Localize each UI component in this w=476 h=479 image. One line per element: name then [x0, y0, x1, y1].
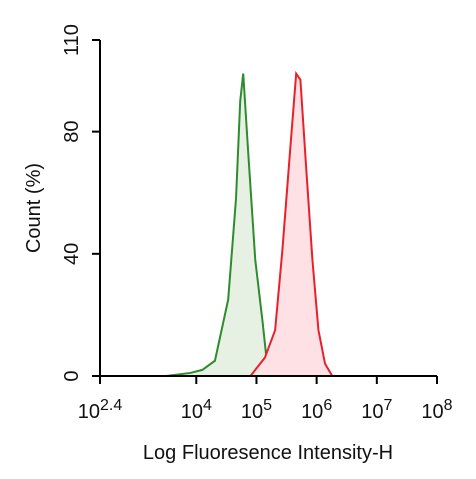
area-fill [250, 73, 333, 376]
line [249, 70, 334, 377]
y-tick-label: 110 [61, 24, 83, 56]
area-fill [166, 73, 271, 376]
x-tick-label: 105 [241, 397, 272, 423]
tick-base: 10 [181, 401, 203, 423]
tick-base: 10 [421, 401, 443, 423]
tick-exponent: 7 [383, 397, 392, 414]
tick-base: 10 [301, 401, 323, 423]
tick-base: 10 [78, 401, 100, 423]
y-tick-label: 80 [61, 121, 83, 143]
x-tick-label: 102.4 [78, 397, 123, 423]
tick-exponent: 6 [323, 397, 332, 414]
y-axis-label: Count (%) [23, 163, 45, 253]
x-tick-label: 107 [361, 397, 392, 423]
line [166, 73, 272, 377]
tick-base: 10 [361, 401, 383, 423]
y-tick-label: 0 [61, 370, 83, 381]
x-tick-label: 108 [421, 397, 452, 423]
y-tick-label: 40 [61, 243, 83, 265]
tick-exponent: 8 [444, 397, 453, 414]
tick-exponent: 4 [203, 397, 212, 414]
x-tick-label: 104 [181, 397, 212, 423]
tick-base: 10 [241, 401, 263, 423]
x-tick-label: 106 [301, 397, 332, 423]
tick-exponent: 5 [263, 397, 272, 414]
tick-exponent: 2.4 [100, 397, 122, 414]
x-axis-label: Log Fluoresence Intensity-H [143, 442, 393, 464]
